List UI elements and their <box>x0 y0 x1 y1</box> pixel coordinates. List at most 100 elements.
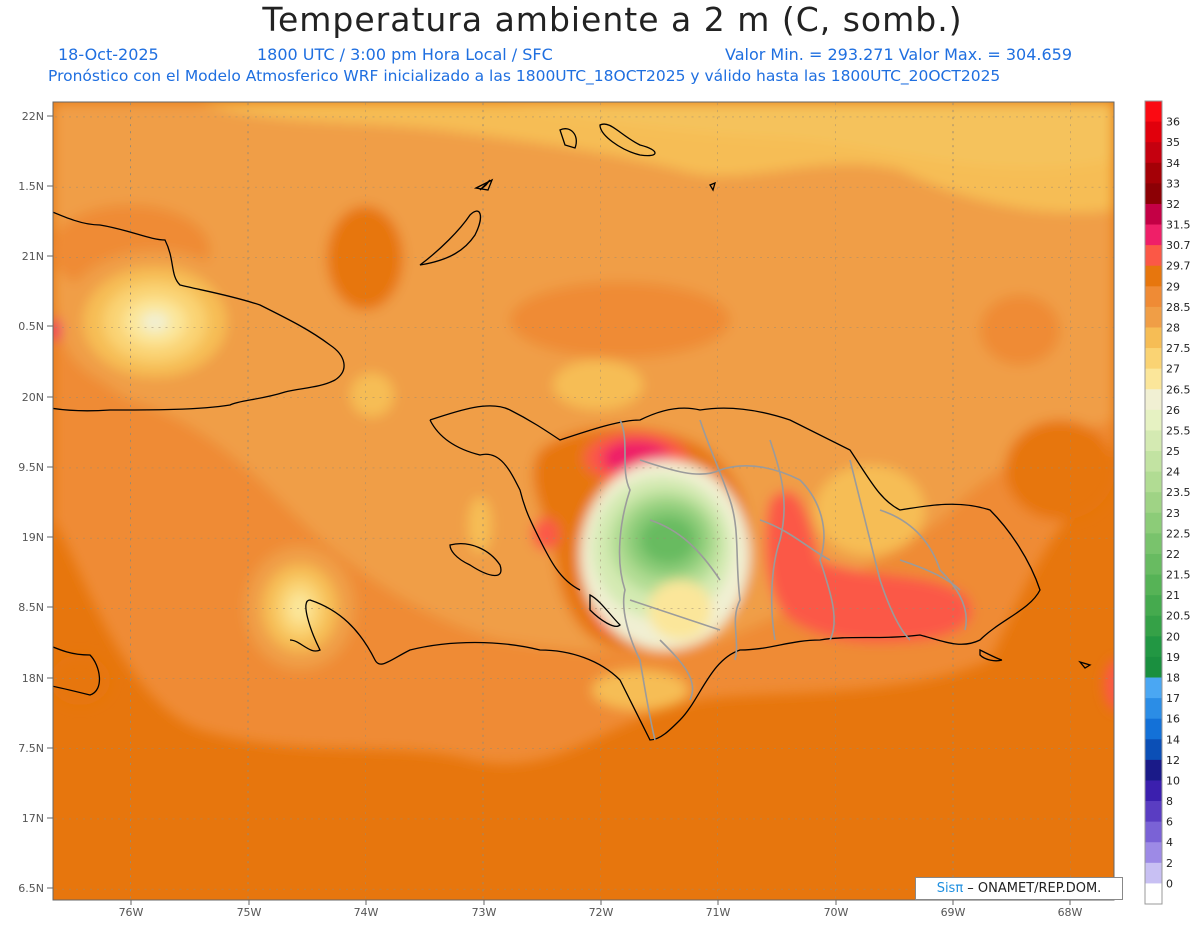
lon-label: 68W <box>1058 906 1083 919</box>
legend-label: 8 <box>1166 795 1173 808</box>
legend-swatch <box>1145 718 1162 740</box>
legend-swatch <box>1145 203 1162 225</box>
legend-label: 16 <box>1166 713 1180 726</box>
lat-label: 21N <box>22 250 44 263</box>
legend-swatch <box>1145 409 1162 431</box>
gonave-island <box>449 543 502 577</box>
hispaniola-coast <box>289 405 1041 741</box>
legend-swatch <box>1145 101 1162 122</box>
color-legend: 363534333231.530.729.72928.52827.52726.5… <box>1144 100 1191 905</box>
lon-label: 74W <box>354 906 379 919</box>
legend-label: 28 <box>1166 321 1180 334</box>
legend-swatch <box>1145 286 1162 308</box>
legend-swatch <box>1145 862 1162 884</box>
legend-label: 21.5 <box>1166 569 1191 582</box>
legend-label: 22.5 <box>1166 527 1191 540</box>
legend-label: 29.7 <box>1166 260 1191 273</box>
lon-label: 71W <box>706 906 731 919</box>
lat-label: 0.5N <box>18 320 44 333</box>
lon-label: 75W <box>237 906 262 919</box>
bahamas-island <box>419 210 482 266</box>
legend-label: 33 <box>1166 177 1180 190</box>
legend-swatch <box>1145 389 1162 411</box>
legend-label: 20 <box>1166 630 1180 643</box>
legend-swatch <box>1145 430 1162 452</box>
legend-swatch <box>1145 615 1162 637</box>
jamaica-west <box>53 646 101 696</box>
legend-swatch <box>1145 471 1162 493</box>
coastlines <box>53 123 1092 741</box>
legend-label: 22 <box>1166 548 1180 561</box>
cuba-coast <box>53 211 345 412</box>
legend-label: 35 <box>1166 136 1180 149</box>
legend-swatch <box>1145 821 1162 843</box>
legend-swatch <box>1145 265 1162 287</box>
legend-swatch <box>1145 162 1162 184</box>
legend-swatch <box>1145 348 1162 370</box>
legend-label: 34 <box>1166 157 1180 170</box>
legend-swatch <box>1145 306 1162 328</box>
legend-swatch <box>1145 553 1162 575</box>
legend-label: 2 <box>1166 857 1173 870</box>
longitude-ticks <box>130 900 1071 905</box>
lon-label: 69W <box>941 906 966 919</box>
legend-label: 29 <box>1166 280 1180 293</box>
legend-label: 31.5 <box>1166 219 1191 232</box>
legend-swatch <box>1145 224 1162 246</box>
legend-swatch <box>1145 636 1162 658</box>
latitude-ticks <box>47 115 53 889</box>
legend-label: 26 <box>1166 404 1180 417</box>
lat-label: 18N <box>22 672 44 685</box>
legend-swatch <box>1145 842 1162 864</box>
lat-label: 17N <box>22 812 44 825</box>
lat-label: 6.5N <box>18 882 44 895</box>
credit-box: Sisπ – ONAMET/REP.DOM. <box>915 877 1123 900</box>
legend-frame <box>1144 100 1163 905</box>
lat-label: 7.5N <box>18 742 44 755</box>
legend-swatch <box>1145 698 1162 720</box>
legend-swatch <box>1145 801 1162 823</box>
legend-swatch <box>1145 368 1162 390</box>
legend-label: 17 <box>1166 692 1180 705</box>
legend-label: 26.5 <box>1166 383 1191 396</box>
lon-label: 73W <box>472 906 497 919</box>
legend-label: 27.5 <box>1166 342 1191 355</box>
legend-swatch <box>1145 759 1162 781</box>
lat-label: 1.5N <box>18 180 44 193</box>
legend-swatch <box>1145 739 1162 761</box>
legend-label: 18 <box>1166 672 1180 685</box>
lat-label: 22N <box>22 110 44 123</box>
legend-label: 36 <box>1166 116 1180 129</box>
credit-brand: Sisπ <box>936 881 964 896</box>
lon-label: 72W <box>589 906 614 919</box>
lon-label: 70W <box>824 906 849 919</box>
legend-swatch <box>1145 574 1162 596</box>
lat-label: 9.5N <box>18 461 44 474</box>
legend-swatch <box>1145 595 1162 617</box>
latitude-labels: 22N 1.5N 21N 0.5N 20N 9.5N 19N 8.5N 18N … <box>18 110 44 895</box>
legend-label: 23 <box>1166 507 1180 520</box>
map-title: Temperatura ambiente a 2 m (C, somb.) <box>262 0 963 39</box>
legend-label: 14 <box>1166 733 1180 746</box>
forecast-date: 18-Oct-2025 <box>58 45 159 64</box>
legend-label: 12 <box>1166 754 1180 767</box>
legend-label: 10 <box>1166 774 1180 787</box>
legend-label: 25 <box>1166 445 1180 458</box>
lat-label: 19N <box>22 531 44 544</box>
province-borders <box>618 419 967 741</box>
legend-label: 6 <box>1166 816 1173 829</box>
legend-swatch <box>1145 451 1162 473</box>
legend-swatch <box>1145 780 1162 802</box>
lon-label: 76W <box>119 906 144 919</box>
legend-label: 24 <box>1166 466 1180 479</box>
legend-label: 21 <box>1166 589 1180 602</box>
longitude-labels: 76W 75W 74W 73W 72W 71W 70W 69W 68W <box>119 906 1083 919</box>
legend-label: 19 <box>1166 651 1180 664</box>
legend-swatch <box>1145 533 1162 555</box>
legend-label: 23.5 <box>1166 486 1191 499</box>
lat-label: 20N <box>22 391 44 404</box>
legend-label: 30.7 <box>1166 239 1191 252</box>
haiti-north-peninsula <box>429 419 581 591</box>
legend-swatch <box>1145 677 1162 699</box>
legend-label: 28.5 <box>1166 301 1191 314</box>
